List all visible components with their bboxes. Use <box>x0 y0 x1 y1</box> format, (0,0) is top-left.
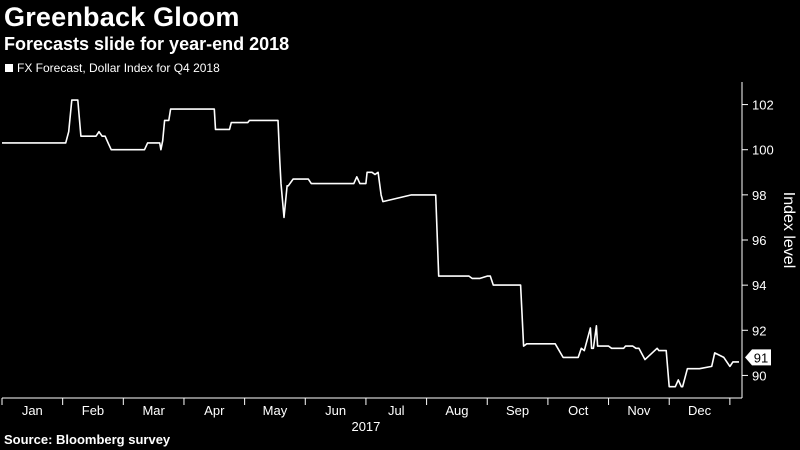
x-tick-label: Dec <box>688 403 712 418</box>
y-tick-label: 102 <box>752 98 774 113</box>
legend: FX Forecast, Dollar Index for Q4 2018 <box>5 61 220 75</box>
x-tick-label: Jul <box>388 403 405 418</box>
y-axis-title: Index level <box>780 192 797 269</box>
legend-label: FX Forecast, Dollar Index for Q4 2018 <box>17 61 220 75</box>
y-tick-label: 96 <box>752 233 766 248</box>
legend-swatch <box>5 64 13 72</box>
x-tick-label: May <box>263 403 288 418</box>
last-value-badge <box>745 349 771 366</box>
x-tick-label: Jun <box>325 403 346 418</box>
x-tick-label: Jan <box>22 403 43 418</box>
y-tick-label: 94 <box>752 278 766 293</box>
y-tick-label: 100 <box>752 143 774 158</box>
x-tick-label: Sep <box>506 403 529 418</box>
source-note: Source: Bloomberg survey <box>4 432 171 447</box>
x-tick-label: Oct <box>568 403 589 418</box>
last-value-label: 91 <box>754 350 768 365</box>
x-year-label: 2017 <box>351 419 380 434</box>
y-tick-label: 98 <box>752 188 766 203</box>
x-tick-label: Apr <box>204 403 225 418</box>
x-tick-label: Feb <box>82 403 104 418</box>
y-tick-label: 90 <box>752 368 766 383</box>
x-tick-label: Aug <box>445 403 468 418</box>
series-line-0 <box>2 99 739 388</box>
x-tick-label: Mar <box>142 403 165 418</box>
chart-subtitle: Forecasts slide for year-end 2018 <box>4 34 290 54</box>
chart-title: Greenback Gloom <box>4 2 240 32</box>
x-tick-label: Nov <box>627 403 651 418</box>
y-tick-label: 92 <box>752 323 766 338</box>
